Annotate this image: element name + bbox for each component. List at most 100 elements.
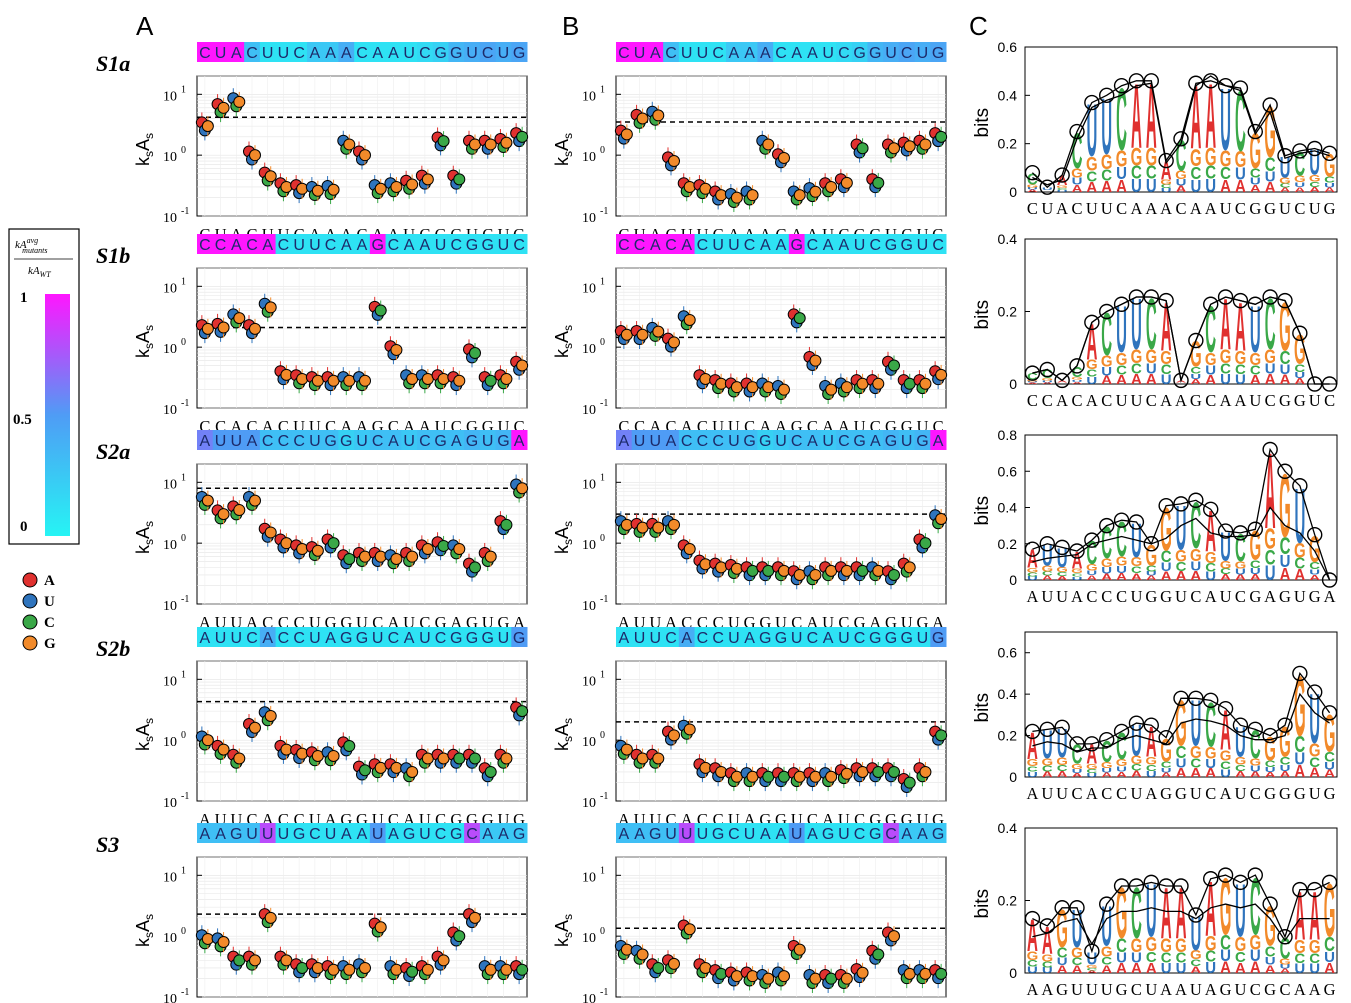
marker-g <box>343 963 356 976</box>
info-point <box>1069 736 1085 752</box>
banner-cell <box>930 234 947 254</box>
banner-cell <box>788 234 806 254</box>
banner-cell <box>678 42 696 62</box>
logo-letter: G <box>1131 345 1143 367</box>
banner-cell <box>307 430 324 450</box>
logo-letter: C <box>1235 74 1246 170</box>
banner-letter: A <box>420 237 431 254</box>
logo-letter: C <box>1027 765 1038 774</box>
banner-letter: C <box>199 237 211 254</box>
x-tick-label: C <box>1042 391 1053 410</box>
x-tick-label: A <box>1160 199 1172 218</box>
panel-c-s3: 00.20.4bitsUCGAUCGAAUCGACGUACGUACGUAUCGA… <box>972 820 1338 999</box>
banner-letter: A <box>325 630 336 647</box>
x-tick-label: U <box>1130 587 1142 606</box>
logo-letter: C <box>1086 769 1097 775</box>
banner-letter: A <box>807 433 818 450</box>
banner-cell <box>432 234 449 254</box>
banner-letter: A <box>917 826 928 843</box>
logo-letter: A <box>1027 546 1038 574</box>
logo-letter: G <box>1264 94 1276 174</box>
logo-letter: A <box>1072 183 1083 195</box>
info-point <box>1292 143 1308 159</box>
banner-letter: U <box>498 237 510 254</box>
banner-letter: C <box>246 630 258 647</box>
logo-letter: G <box>1249 123 1261 179</box>
y-tick-label: 10 <box>163 538 177 553</box>
banner-cell <box>883 430 900 450</box>
logo-letter: C <box>1220 567 1231 576</box>
logo-letter: A <box>1265 431 1276 551</box>
banner-cell <box>212 823 229 843</box>
logo-letter: U <box>1324 759 1335 771</box>
banner-letter: G <box>853 45 865 62</box>
y-tick-label: 10 <box>163 796 177 811</box>
x-tick-label: G <box>1264 980 1276 999</box>
logo-letter: A <box>1220 286 1231 366</box>
info-point <box>1307 140 1323 157</box>
y-tick-exponent: 0 <box>600 730 605 741</box>
marker-g <box>809 185 822 198</box>
info-line-secondary <box>1032 75 1330 186</box>
banner-letter: U <box>278 826 290 843</box>
banner-letter: U <box>466 45 478 62</box>
x-tick-label: U <box>1190 980 1202 999</box>
x-tick-label: C <box>838 613 849 632</box>
banner-cell <box>898 234 916 254</box>
banner-letter: G <box>869 630 881 647</box>
banner-cell <box>259 234 277 254</box>
logo-letter: U <box>1235 718 1246 766</box>
x-tick-label: C <box>278 417 289 436</box>
logo-letter: U <box>1072 175 1083 187</box>
y-tick-exponent: 1 <box>600 865 605 876</box>
y-tick-label: 0.4 <box>998 500 1018 516</box>
banner-letter: A <box>247 433 258 450</box>
banner-cell <box>385 42 402 62</box>
banner-letter: C <box>744 237 756 254</box>
x-tick-label: G <box>1324 784 1336 803</box>
colorbar-tick-high: 1 <box>20 290 28 306</box>
logo-letter: G <box>1205 350 1217 369</box>
banner-letter: C <box>372 433 384 450</box>
banner-letter: G <box>450 45 462 62</box>
banner-letter: U <box>356 433 368 450</box>
x-tick-label: C <box>665 810 676 829</box>
banner-cell <box>898 430 916 450</box>
marker-g <box>683 313 696 326</box>
banner-letter: C <box>278 237 290 254</box>
legend-marker-a <box>22 572 38 588</box>
banner-cell <box>788 42 806 62</box>
legend-label-a: A <box>44 573 55 589</box>
logo-letter: C <box>1235 363 1246 378</box>
logo-letter: G <box>1249 350 1261 369</box>
logo-letter: G <box>1101 149 1113 173</box>
colorbar-tick-mid: 0.5 <box>13 412 32 428</box>
colorbar-frame <box>8 228 80 545</box>
marker-g <box>280 537 293 550</box>
y-axis-label: ksAs <box>133 133 156 166</box>
bits-axis-label: bits <box>972 693 993 723</box>
marker-c <box>484 374 497 387</box>
banner-cell <box>338 234 355 254</box>
marker-g <box>296 543 309 556</box>
x-tick-label: U <box>1056 784 1068 803</box>
logo-letter: A <box>1294 567 1305 584</box>
banner-letter: C <box>665 237 677 254</box>
banner-letter: G <box>513 45 525 62</box>
x-tick-label: C <box>1116 199 1127 218</box>
logo-letter: G <box>1309 173 1321 184</box>
banner-letter: C <box>435 630 447 647</box>
logo-letter: G <box>1145 145 1157 172</box>
x-tick-label: A <box>1056 391 1068 410</box>
logo-letter: A <box>1220 573 1231 582</box>
y-tick-label: 0 <box>1009 376 1017 392</box>
logo-letter: U <box>1131 717 1142 767</box>
x-tick-label: G <box>1056 980 1068 999</box>
x-tick-label: A <box>1130 199 1142 218</box>
x-tick-label: C <box>697 417 708 436</box>
banner-letter: C <box>854 630 866 647</box>
banner-letter: C <box>278 630 290 647</box>
logo-letter: U <box>1027 576 1038 581</box>
